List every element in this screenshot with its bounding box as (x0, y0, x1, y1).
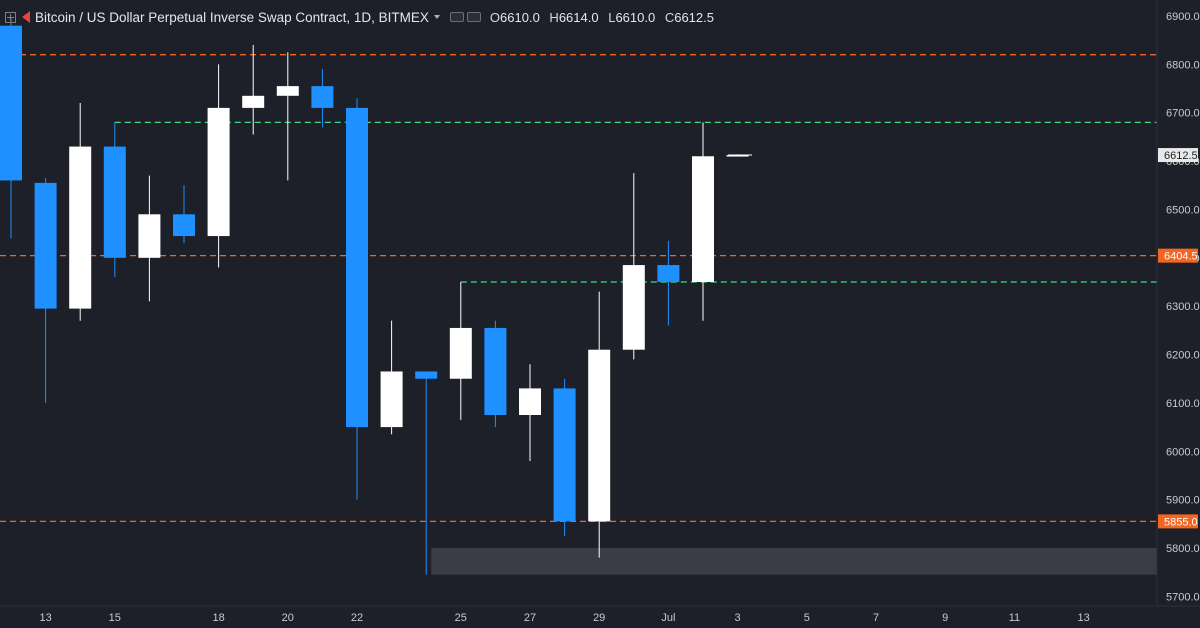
candle-body-3 (103, 146, 126, 258)
ohlc-high-value: 6614.0 (558, 9, 599, 25)
x-tick-label-10: 5 (804, 612, 810, 624)
candle-body-11 (380, 371, 403, 428)
candle-body-10 (346, 107, 368, 428)
x-tick-label-12: 9 (942, 612, 948, 624)
x-tick-label-7: 29 (593, 612, 605, 624)
x-tick-label-5: 25 (455, 612, 467, 624)
y-tick-label-11: 6800.0 (1166, 59, 1200, 71)
candle-body-0 (0, 25, 22, 181)
y-tick-label-12: 6900.0 (1166, 11, 1200, 23)
ohlc-high-key: H (549, 9, 559, 25)
candle-body-19 (657, 265, 680, 282)
candle-body-4 (138, 214, 161, 258)
eye-icon[interactable] (449, 12, 464, 22)
x-tick-label-3: 20 (282, 612, 294, 624)
symbol-title[interactable]: Bitcoin / US Dollar Perpetual Inverse Sw… (35, 9, 429, 25)
candle-body-9 (311, 86, 334, 108)
x-tick-label-0: 13 (39, 612, 51, 624)
ohlc-open-value: 6610.0 (500, 9, 540, 25)
y-tick-label-0: 5700.0 (1166, 591, 1200, 603)
level-price-tag-2: 5855.0 (1164, 516, 1198, 528)
y-tick-label-10: 6700.0 (1166, 108, 1200, 120)
candle-body-7 (242, 95, 265, 108)
candle-body-2 (69, 146, 92, 309)
ohlc-low-key: L (608, 9, 616, 25)
ohlc-close-key: C (664, 9, 675, 25)
x-tick-label-11: 7 (873, 612, 879, 624)
level-price-tag-1-bg (1158, 248, 1198, 263)
last-price-tag-bg (1158, 148, 1198, 163)
x-tick-label-13: 11 (1009, 612, 1020, 624)
last-price-tag: 6612.5 (1164, 150, 1198, 162)
x-tick-label-9: 3 (735, 612, 741, 624)
level-price-tag-2-bg (1158, 514, 1198, 529)
x-tick-label-8: Jul (661, 612, 675, 624)
candle-body-15 (519, 388, 541, 415)
candle-body-17 (588, 349, 611, 522)
candle-body-6 (207, 107, 230, 237)
y-tick-label-6: 6300.0 (1166, 301, 1200, 313)
x-tick-label-14: 13 (1077, 612, 1089, 624)
x-tick-label-4: 22 (351, 612, 363, 624)
x-tick-label-2: 18 (212, 612, 224, 624)
y-tick-label-4: 6100.0 (1166, 398, 1200, 410)
candle-body-1 (34, 182, 57, 309)
ohlc-close-value: 6612.5 (674, 9, 714, 25)
chevron-down-icon[interactable] (433, 15, 440, 19)
candle-body-12 (415, 371, 438, 379)
y-tick-label-2: 5900.0 (1166, 495, 1200, 507)
x-tick-label-1: 15 (109, 612, 121, 624)
y-tick-label-8: 6500.0 (1166, 204, 1200, 216)
candle-body-18 (622, 265, 645, 350)
candle-body-20 (692, 156, 714, 282)
ohlc-low-value: 6610.0 (615, 9, 656, 25)
level-price-tag-1: 6404.5 (1164, 251, 1198, 263)
y-tick-label-3: 6000.0 (1166, 446, 1200, 458)
y-tick-label-1: 5800.0 (1166, 543, 1200, 555)
support-zone (431, 548, 1157, 575)
candle-body-13 (449, 327, 472, 379)
x-tick-label-6: 27 (524, 612, 536, 624)
ohlc-readout: O6610.0 H6614.0 L6610.0 C6612.5 (490, 10, 720, 25)
candle-body-8 (276, 86, 299, 96)
y-tick-label-5: 6200.0 (1166, 350, 1200, 362)
gear-icon[interactable] (466, 12, 481, 22)
ohlc-open-key: O (489, 9, 501, 25)
candle-body-14 (484, 327, 507, 415)
candle-body-16 (553, 388, 576, 522)
candle-body-21 (726, 155, 749, 157)
candle-body-5 (173, 214, 195, 237)
chart-header: Bitcoin / US Dollar Perpetual Inverse Sw… (0, 0, 720, 34)
exchange-flag-icon (22, 11, 30, 23)
expand-icon[interactable] (5, 11, 16, 23)
